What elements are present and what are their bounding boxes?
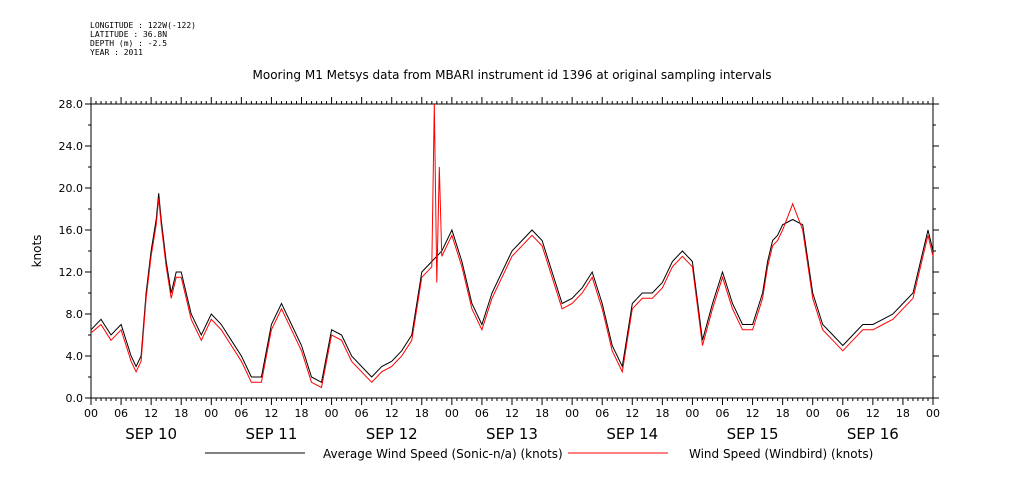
x-hour-label: 00	[565, 407, 579, 420]
x-hour-label: 18	[415, 407, 429, 420]
x-hour-label: 12	[866, 407, 880, 420]
x-hour-label: 18	[535, 407, 549, 420]
x-hour-label: 12	[385, 407, 399, 420]
legend-red-label: Wind Speed (Windbird) (knots)	[689, 447, 873, 461]
series-line-windbird	[90, 103, 934, 389]
longitude-text: LONGITUDE : 122W(-122)	[90, 21, 196, 30]
x-hour-label: 06	[836, 407, 850, 420]
y-tick-label: 16.0	[59, 224, 84, 237]
year-text: YEAR : 2011	[90, 48, 143, 57]
x-hour-label: 06	[716, 407, 730, 420]
x-hour-label: 00	[806, 407, 820, 420]
x-hour-label: 00	[926, 407, 940, 420]
x-hour-label: 00	[325, 407, 339, 420]
series-line-sonic-average	[90, 193, 934, 384]
x-hour-label: 12	[625, 407, 639, 420]
x-hour-label: 18	[295, 407, 309, 420]
data-series	[90, 103, 934, 389]
x-hour-label: 06	[355, 407, 369, 420]
x-hour-label: 12	[746, 407, 760, 420]
x-day-label: SEP 14	[606, 425, 658, 443]
x-hour-label: 18	[776, 407, 790, 420]
x-hour-label: 06	[595, 407, 609, 420]
y-tick-label: 12.0	[59, 266, 84, 279]
y-tick-label: 0.0	[66, 392, 84, 405]
chart-title: Mooring M1 Metsys data from MBARI instru…	[252, 68, 772, 82]
y-tick-label: 4.0	[66, 350, 84, 363]
x-hour-label: 06	[234, 407, 248, 420]
x-day-label: SEP 12	[366, 425, 418, 443]
depth-text: DEPTH (m) : -2.5	[90, 39, 168, 48]
x-hour-label: 12	[505, 407, 519, 420]
x-hour-label: 18	[655, 407, 669, 420]
x-hour-label: 18	[174, 407, 188, 420]
x-day-label: SEP 11	[245, 425, 297, 443]
y-tick-label: 20.0	[59, 182, 84, 195]
x-hour-label: 00	[685, 407, 699, 420]
y-tick-label: 8.0	[66, 308, 84, 321]
x-hour-label: 06	[475, 407, 489, 420]
legend-black-label: Average Wind Speed (Sonic-n/a) (knots)	[323, 447, 563, 461]
legend: Average Wind Speed (Sonic-n/a) (knots) W…	[205, 447, 873, 461]
axis-ticks: 0.0 4.0 8.0 12.0 16.0 20.0 24.0 28.0 00 06 12 18 00 0…	[59, 97, 940, 443]
y-axis-label: knots	[30, 235, 44, 268]
x-hour-label: 12	[264, 407, 278, 420]
y-tick-label: 24.0	[59, 140, 84, 153]
x-day-label: SEP 10	[125, 425, 177, 443]
x-day-label: SEP 13	[486, 425, 538, 443]
y-tick-label: 28.0	[59, 98, 84, 111]
x-hour-label: 00	[445, 407, 459, 420]
latitude-text: LATITUDE : 36.8N	[90, 30, 168, 39]
x-hour-label: 06	[114, 407, 128, 420]
x-day-label: SEP 16	[847, 425, 899, 443]
x-hour-label: 00	[84, 407, 98, 420]
station-metadata: LONGITUDE : 122W(-122) LATITUDE : 36.8N …	[90, 21, 196, 57]
x-hour-label: 12	[144, 407, 158, 420]
x-hour-label: 18	[896, 407, 910, 420]
x-day-label: SEP 15	[727, 425, 779, 443]
x-hour-label: 00	[204, 407, 218, 420]
